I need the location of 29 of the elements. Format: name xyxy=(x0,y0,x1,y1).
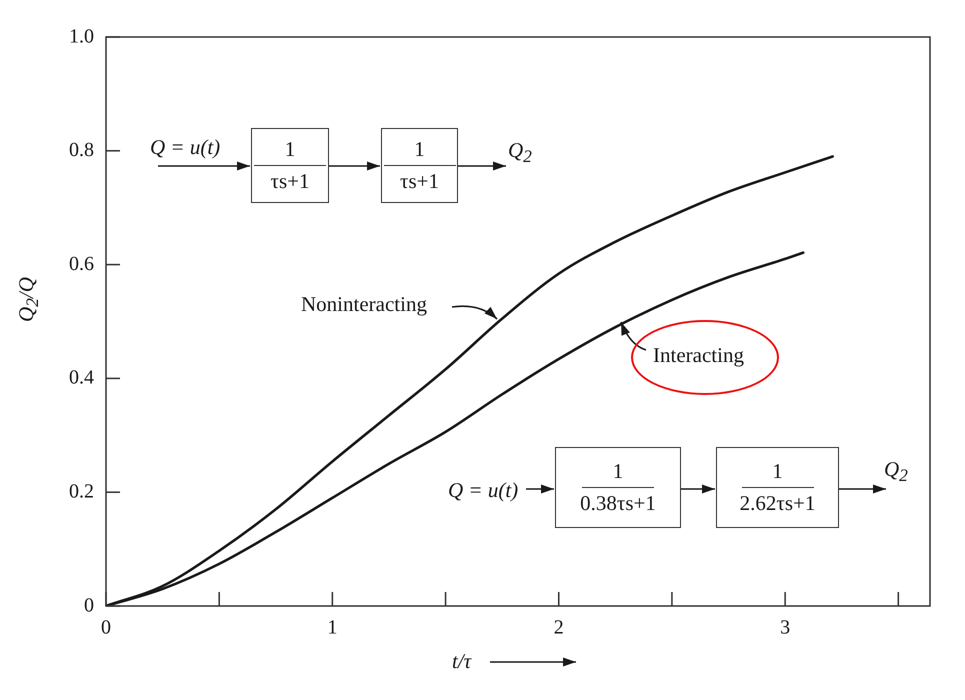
annotation: 1 xyxy=(582,459,654,488)
annotation: Q$_{2}$ xyxy=(508,138,532,166)
y-tick-label: 0 xyxy=(84,594,94,616)
legend-label: Noninteracting xyxy=(301,292,427,316)
annotation: τs+1 xyxy=(400,168,439,194)
annotation: Q = u(t) xyxy=(150,135,220,159)
annotation: Q$_{2}$ xyxy=(884,457,908,486)
transfer-box: 1 2.62τs+1 xyxy=(716,447,839,528)
annotation: 2.62τs+1 xyxy=(740,490,816,516)
annotation: 0.38τs+1 xyxy=(580,490,656,516)
x-tick-label: 1 xyxy=(327,616,338,638)
transfer-box: 1 τs+1 xyxy=(251,128,329,203)
transfer-box: 1 0.38τs+1 xyxy=(555,447,681,528)
annotation: τs+1 xyxy=(270,168,310,194)
y-tick-label: 1.0 xyxy=(69,25,94,48)
y-tick-label: 0.2 xyxy=(69,480,94,502)
y-tick-label: 0.6 xyxy=(69,252,94,275)
x-tick-label: 3 xyxy=(780,616,790,638)
x-tick-label: 0 xyxy=(101,616,111,638)
annotation: 1 xyxy=(254,137,326,166)
series-label: Interacting xyxy=(653,343,744,367)
y-tick-label: 0.8 xyxy=(69,139,94,162)
annotation: 1 xyxy=(384,137,456,166)
annotation: Q = u(t) xyxy=(448,478,518,502)
x-axis-title: t/τ xyxy=(452,649,472,673)
transfer-box: 1 τs+1 xyxy=(381,128,458,203)
annotation: 1 xyxy=(742,459,814,488)
y-tick-label: 0.4 xyxy=(69,366,94,389)
x-tick-label: 2 xyxy=(554,616,564,638)
